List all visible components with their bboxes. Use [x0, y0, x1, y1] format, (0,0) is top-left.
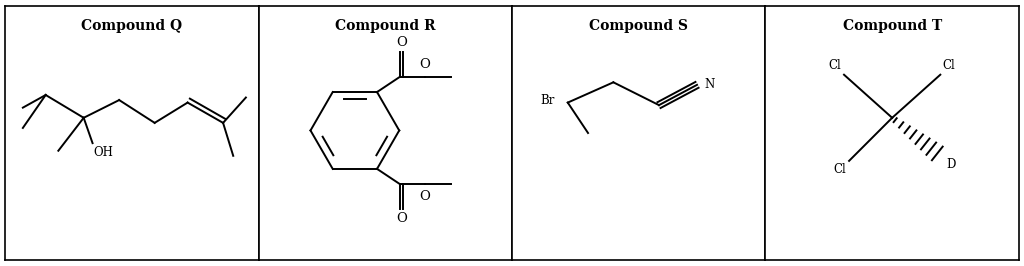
Text: Compound Q: Compound Q [81, 19, 182, 33]
Text: Cl: Cl [834, 163, 847, 176]
Text: Cl: Cl [828, 59, 842, 72]
Text: O: O [396, 36, 408, 49]
Text: Compound T: Compound T [843, 19, 942, 33]
Text: Br: Br [541, 94, 555, 107]
Text: O: O [419, 57, 430, 70]
Text: Compound S: Compound S [589, 19, 688, 33]
Text: Cl: Cl [943, 59, 955, 72]
Text: Compound R: Compound R [335, 19, 435, 33]
Text: O: O [419, 190, 430, 203]
Text: OH: OH [94, 146, 114, 159]
Text: N: N [705, 78, 715, 91]
Text: D: D [946, 158, 956, 171]
Text: O: O [396, 212, 408, 225]
